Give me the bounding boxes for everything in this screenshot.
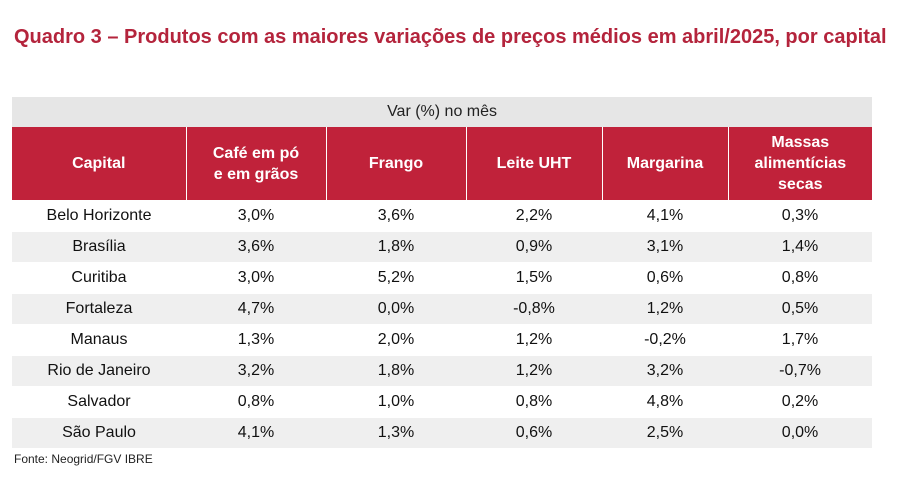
value-cell: 0,8% <box>186 386 326 418</box>
value-cell: 1,2% <box>466 324 602 356</box>
price-variation-table: Var (%) no mês Capital Café em pó e em g… <box>12 97 873 448</box>
value-cell: 4,1% <box>186 417 326 448</box>
value-cell: 0,9% <box>466 231 602 263</box>
value-cell: 1,7% <box>728 324 873 356</box>
value-cell: 3,0% <box>186 200 326 232</box>
capital-cell: São Paulo <box>12 417 186 448</box>
value-cell: 0,0% <box>728 417 873 448</box>
capital-cell: Brasília <box>12 231 186 263</box>
capital-cell: Rio de Janeiro <box>12 355 186 387</box>
column-header-row: Capital Café em pó e em grãos Frango Lei… <box>12 127 873 201</box>
value-cell: 1,4% <box>728 231 873 263</box>
table-row: Fortaleza 4,7% 0,0% -0,8% 1,2% 0,5% <box>12 293 873 325</box>
value-cell: 4,8% <box>602 386 728 418</box>
table-row: Brasília 3,6% 1,8% 0,9% 3,1% 1,4% <box>12 231 873 263</box>
value-cell: 0,8% <box>466 386 602 418</box>
value-cell: -0,2% <box>602 324 728 356</box>
value-cell: 1,3% <box>326 417 466 448</box>
col-header-cafe: Café em pó e em grãos <box>185 127 326 201</box>
table-body: Belo Horizonte 3,0% 3,6% 2,2% 4,1% 0,3% Brasíl… <box>12 200 873 448</box>
capital-cell: Belo Horizonte <box>12 200 186 232</box>
value-cell: 2,5% <box>602 417 728 448</box>
value-cell: 3,1% <box>602 231 728 263</box>
value-cell: -0,8% <box>466 293 602 325</box>
value-cell: 3,0% <box>186 262 326 294</box>
value-cell: 2,2% <box>466 200 602 232</box>
value-cell: 1,0% <box>326 386 466 418</box>
value-cell: 1,2% <box>602 293 728 325</box>
table-row: Rio de Janeiro 3,2% 1,8% 1,2% 3,2% -0,7% <box>12 355 873 387</box>
col-header-frango: Frango <box>325 127 466 201</box>
capital-cell: Fortaleza <box>12 293 186 325</box>
value-cell: 3,6% <box>326 200 466 232</box>
value-cell: 5,2% <box>326 262 466 294</box>
value-cell: 1,5% <box>466 262 602 294</box>
value-cell: 3,2% <box>602 355 728 387</box>
value-cell: 2,0% <box>326 324 466 356</box>
table-row: Belo Horizonte 3,0% 3,6% 2,2% 4,1% 0,3% <box>12 200 873 232</box>
source-note: Fonte: Neogrid/FGV IBRE <box>14 452 153 466</box>
value-cell: 1,8% <box>326 355 466 387</box>
value-cell: 3,2% <box>186 355 326 387</box>
col-header-margarina: Margarina <box>601 127 728 201</box>
capital-cell: Curitiba <box>12 262 186 294</box>
value-cell: 4,1% <box>602 200 728 232</box>
value-cell: 3,6% <box>186 231 326 263</box>
table-row: Manaus 1,3% 2,0% 1,2% -0,2% 1,7% <box>12 324 873 356</box>
value-cell: 0,0% <box>326 293 466 325</box>
col-header-leite: Leite UHT <box>465 127 602 201</box>
value-cell: 4,7% <box>186 293 326 325</box>
value-cell: -0,7% <box>728 355 873 387</box>
page-title: Quadro 3 – Produtos com as maiores varia… <box>14 26 887 48</box>
value-cell: 1,8% <box>326 231 466 263</box>
table-row: Salvador 0,8% 1,0% 0,8% 4,8% 0,2% <box>12 386 873 418</box>
group-header-row: Var (%) no mês <box>12 97 873 127</box>
value-cell: 0,6% <box>602 262 728 294</box>
table-row: São Paulo 4,1% 1,3% 0,6% 2,5% 0,0% <box>12 417 873 448</box>
value-cell: 0,8% <box>728 262 873 294</box>
group-header: Var (%) no mês <box>12 97 873 127</box>
col-header-capital: Capital <box>12 127 186 201</box>
value-cell: 0,6% <box>466 417 602 448</box>
col-header-massas: Massas alimentícias secas <box>727 127 873 201</box>
value-cell: 1,2% <box>466 355 602 387</box>
capital-cell: Manaus <box>12 324 186 356</box>
value-cell: 0,5% <box>728 293 873 325</box>
value-cell: 0,2% <box>728 386 873 418</box>
capital-cell: Salvador <box>12 386 186 418</box>
table-row: Curitiba 3,0% 5,2% 1,5% 0,6% 0,8% <box>12 262 873 294</box>
value-cell: 1,3% <box>186 324 326 356</box>
value-cell: 0,3% <box>728 200 873 232</box>
